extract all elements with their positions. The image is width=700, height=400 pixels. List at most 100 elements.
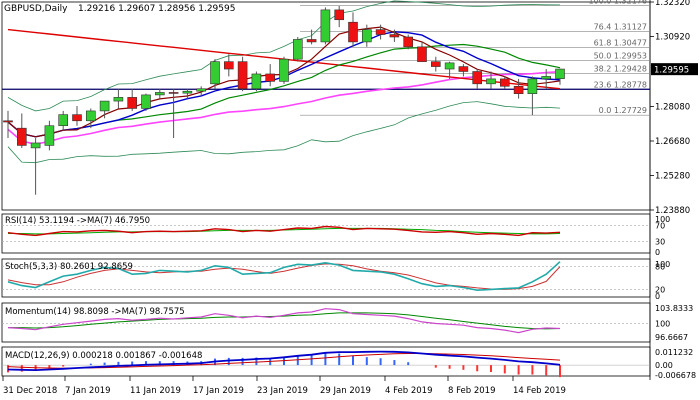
x-tick-label: 31 Dec 2018 bbox=[3, 386, 57, 396]
ohlc-label: 1.29216 1.29607 1.28956 1.29595 bbox=[78, 4, 235, 14]
indicator-tick-label: 103.8333 bbox=[655, 304, 693, 313]
current-price-label: 1.29595 bbox=[654, 66, 689, 76]
candle-body bbox=[541, 76, 552, 80]
indicator-tick-label: 80 bbox=[655, 263, 665, 272]
indicator-tick-label: 0.011232 bbox=[655, 348, 693, 357]
candle-body bbox=[265, 73, 276, 82]
macd-line bbox=[7, 350, 561, 372]
candle-body bbox=[444, 62, 455, 70]
x-tick-label: 23 Jan 2019 bbox=[257, 386, 308, 396]
stoch-d-line bbox=[7, 263, 561, 290]
macd-label: MACD(12,26,9) 0.000218 0.001867 -0.00164… bbox=[5, 351, 202, 361]
indicator-tick-label: 100 bbox=[655, 215, 670, 224]
indicator-tick-label: -0.006678 bbox=[655, 371, 696, 380]
indicators bbox=[2, 225, 650, 378]
indicator-tick-label: 0 bbox=[655, 292, 660, 301]
y-tick-label: 1.26680 bbox=[655, 137, 690, 147]
indicator-tick-label: 0 bbox=[655, 248, 660, 257]
candle-body bbox=[292, 39, 303, 60]
candlesticks bbox=[3, 5, 565, 195]
candle-body bbox=[555, 68, 565, 79]
y-tick-label: 1.30920 bbox=[655, 33, 690, 43]
candle-body bbox=[44, 125, 55, 146]
indicator-tick-label: 100 bbox=[655, 260, 670, 269]
fib-label: 100.0 1.32176 bbox=[588, 0, 647, 6]
momentum-ma bbox=[8, 312, 561, 330]
candle-body bbox=[472, 71, 483, 85]
candle-body bbox=[141, 94, 151, 109]
rsi-line bbox=[7, 225, 561, 237]
stoch-k-line bbox=[7, 261, 561, 292]
y-tick-label: 1.28080 bbox=[655, 102, 690, 112]
candle-body bbox=[513, 85, 524, 94]
fib-label: 38.2 1.29428 bbox=[594, 64, 647, 73]
current-price-tag bbox=[651, 63, 698, 76]
candle-body bbox=[196, 88, 206, 92]
candle-body bbox=[72, 114, 82, 122]
fib-label: 0.0 1.27729 bbox=[599, 106, 647, 115]
candle-body bbox=[486, 78, 496, 85]
x-tick-label: 7 Jan 2019 bbox=[65, 386, 111, 396]
candle-body bbox=[3, 120, 13, 123]
x-tick-label: 8 Feb 2019 bbox=[448, 386, 496, 396]
fib-label: 61.8 1.30477 bbox=[594, 38, 647, 47]
x-tick-label: 4 Feb 2019 bbox=[385, 386, 433, 396]
y-tick-label: 1.25280 bbox=[655, 171, 690, 181]
candle-body bbox=[334, 9, 345, 21]
candle-body bbox=[113, 97, 124, 102]
candle-body bbox=[237, 61, 248, 90]
ma-magenta bbox=[7, 70, 561, 146]
candle-body bbox=[348, 21, 358, 43]
x-tick-label: 14 Feb 2019 bbox=[513, 386, 566, 396]
candle-body bbox=[527, 78, 538, 94]
symbol-label: GBPUSD,Daily bbox=[4, 4, 68, 14]
indicator-tick-label: 20 bbox=[655, 285, 665, 294]
candle-body bbox=[403, 36, 414, 48]
lower-band bbox=[7, 101, 561, 164]
indicator-tick-label: 70 bbox=[655, 222, 665, 231]
momentum-label: Momentum(14) 98.8098 ->MA(7) 98.7575 bbox=[5, 307, 185, 317]
candle-body bbox=[430, 61, 441, 67]
y-tick-label: 1.23880 bbox=[655, 206, 690, 216]
x-tick-label: 29 Jan 2019 bbox=[320, 386, 371, 396]
candle-body bbox=[210, 61, 220, 85]
price-axis: 1.32320 1.30920 1.28080 1.26680 1.25280 1.238… bbox=[650, 0, 698, 380]
candle-body bbox=[417, 46, 427, 62]
y-tick-label: 1.32320 bbox=[655, 0, 690, 8]
candle-body bbox=[127, 97, 137, 109]
candle-body bbox=[361, 29, 372, 43]
candle-body bbox=[320, 9, 331, 43]
candle-body bbox=[375, 29, 386, 35]
candle-body bbox=[86, 110, 96, 122]
candle-body bbox=[251, 73, 262, 90]
fib-label: 50.0 1.29953 bbox=[594, 51, 647, 60]
indicator-tick-label: 96.6667 bbox=[655, 333, 688, 342]
candle-body bbox=[389, 34, 400, 38]
candle-body bbox=[16, 127, 27, 146]
time-axis: 31 Dec 2018 7 Jan 2019 11 Jan 2019 17 Jan 2… bbox=[2, 376, 566, 396]
candle-body bbox=[99, 100, 110, 112]
candle-body bbox=[224, 61, 234, 70]
upper-band bbox=[7, 0, 561, 112]
candle-body bbox=[306, 39, 317, 43]
candle-body bbox=[168, 92, 179, 94]
fib-label: 76.4 1.31127 bbox=[594, 22, 647, 31]
candle-body bbox=[155, 92, 165, 96]
candle-body bbox=[279, 58, 289, 82]
rsi-label: RSI(14) 53.1194 ->MA(7) 46.7950 bbox=[5, 216, 150, 226]
candle-body bbox=[458, 66, 469, 72]
indicator-tick-label: 30 bbox=[655, 237, 665, 246]
candle-body bbox=[499, 78, 510, 87]
indicator-tick-label: 0.00 bbox=[655, 361, 673, 370]
x-tick-label: 17 Jan 2019 bbox=[193, 386, 244, 396]
candle-body bbox=[30, 142, 41, 149]
candle-body bbox=[182, 90, 193, 94]
indicator-tick-label: 100 bbox=[655, 320, 670, 329]
momentum-line bbox=[7, 308, 561, 334]
stoch-label: Stoch(5,3,3) 80.2601 92.8659 bbox=[5, 262, 133, 272]
x-tick-label: 11 Jan 2019 bbox=[130, 386, 181, 396]
candle-body bbox=[58, 114, 69, 127]
fib-label: 23.6 1.28778 bbox=[594, 80, 647, 89]
